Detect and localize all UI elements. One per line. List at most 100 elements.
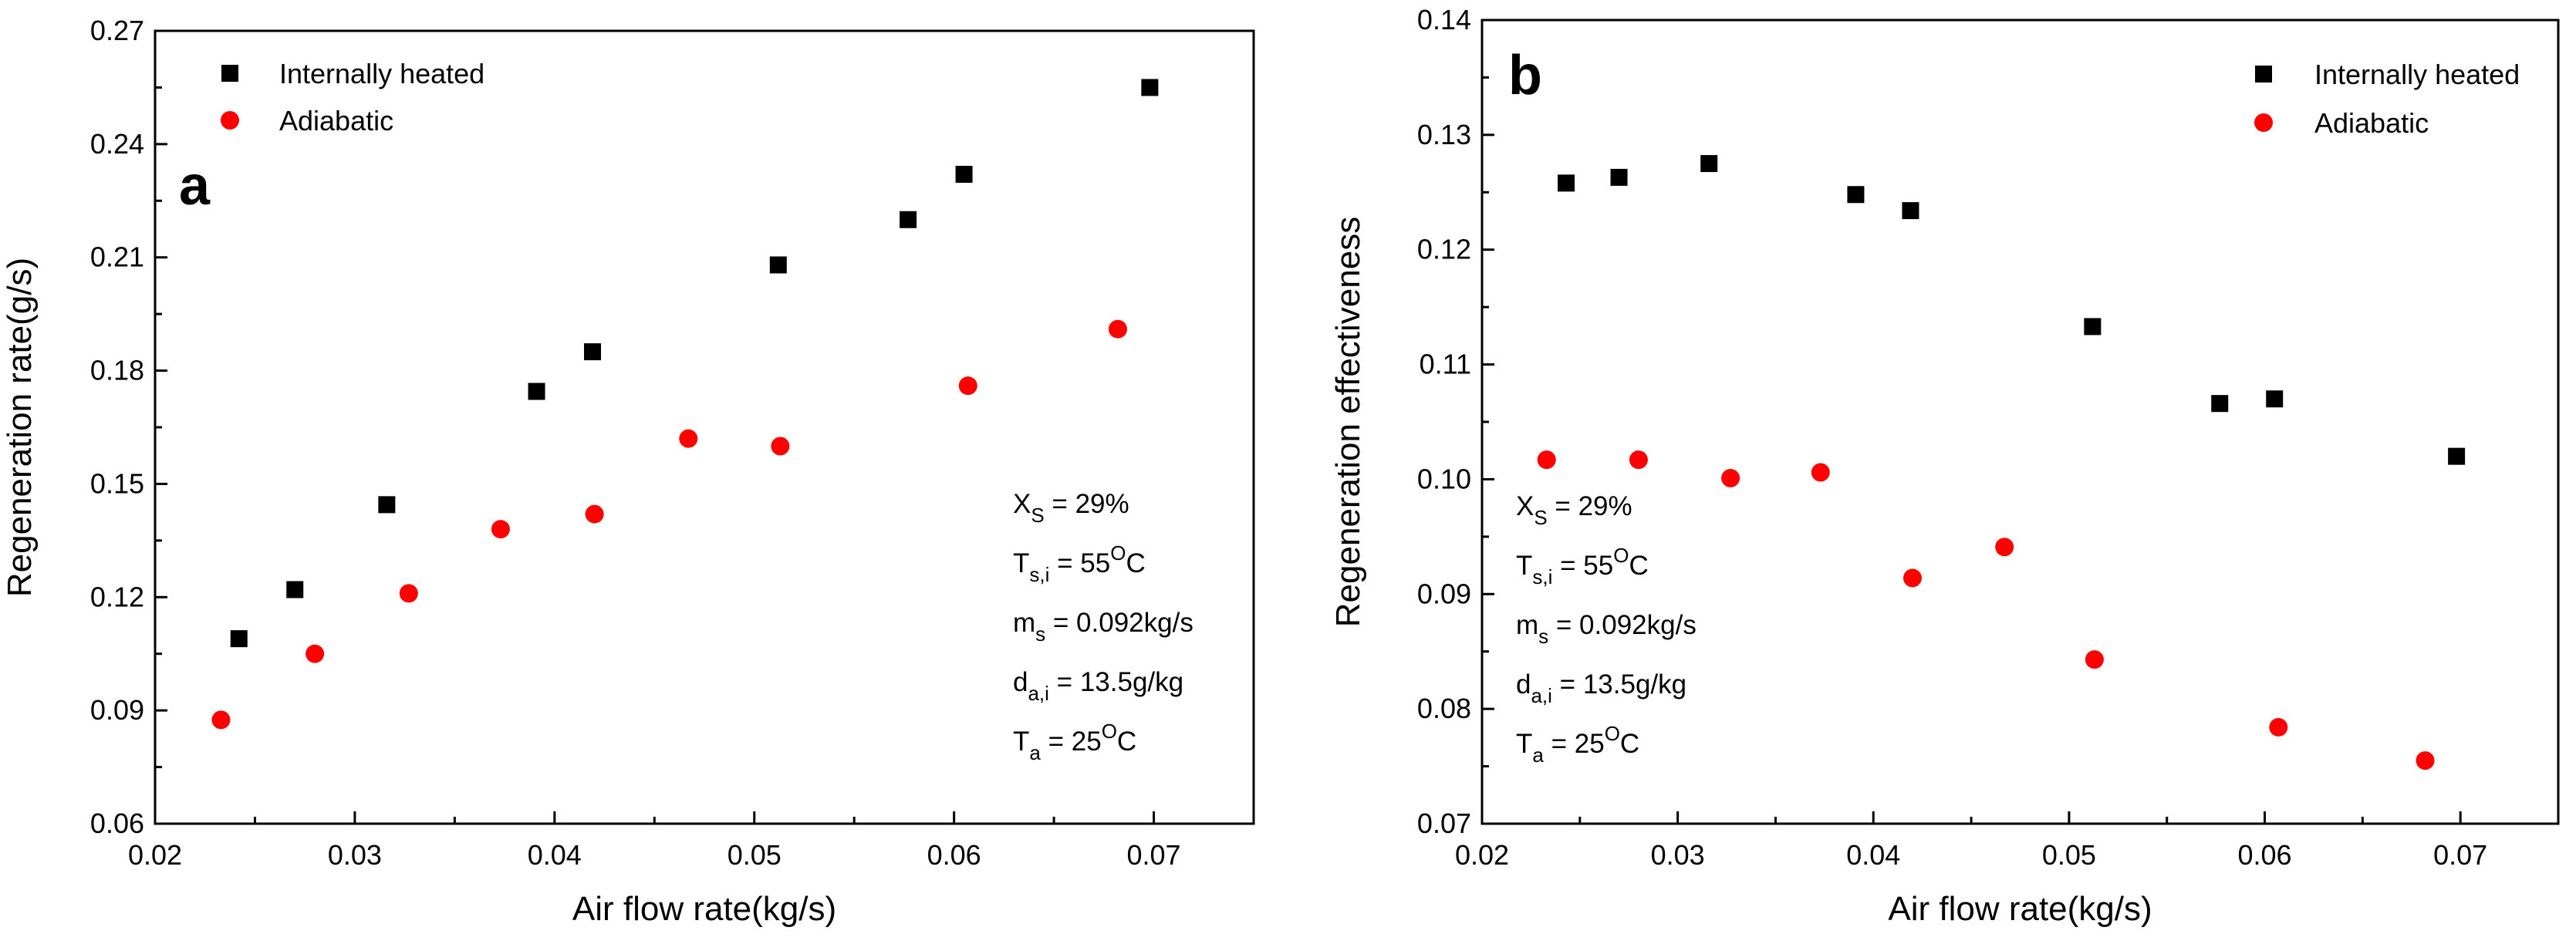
annotation-symbol: X	[1516, 491, 1534, 521]
legend: Internally heated Adiabatic	[2254, 59, 2520, 139]
data-point	[230, 630, 248, 648]
series-adiabatic	[211, 319, 1127, 730]
annotation-symbol: T	[1516, 551, 1532, 581]
annotation-line: XS = 29%	[1013, 489, 1129, 527]
annotation-value: = 25	[1041, 727, 1102, 757]
y-tick-label: 0.15	[90, 467, 144, 499]
x-tick-label: 0.03	[328, 839, 382, 871]
y-tick-label: 0.27	[90, 15, 144, 46]
annotation-value: = 13.5g/kg	[1049, 667, 1183, 697]
annotation-subscript: a,i	[1531, 684, 1551, 707]
x-tick-label: 0.03	[1651, 839, 1705, 871]
y-tick-label: 0.12	[1417, 234, 1471, 265]
y-tick-label: 0.08	[1417, 693, 1471, 724]
annotation-unit: C	[1117, 727, 1136, 757]
annotation-superscript: O	[1110, 541, 1126, 565]
data-point	[1700, 155, 1718, 173]
data-point	[1995, 538, 2014, 557]
data-point	[585, 504, 604, 524]
annotation-unit: C	[1620, 729, 1639, 759]
y-tick-label: 0.12	[90, 581, 144, 612]
annotation-subscript: S	[1534, 506, 1547, 529]
annotation-line: Ta = 25OC	[1013, 720, 1136, 764]
annotation-subscript: s	[1035, 622, 1045, 646]
x-tick-label: 0.06	[2238, 839, 2292, 871]
y-axis-title: Regeneration effectiveness	[1329, 217, 1367, 627]
data-point	[286, 581, 304, 598]
data-point	[958, 376, 977, 396]
annotation-line: XS = 29%	[1516, 491, 1632, 529]
annotation-symbol: d	[1013, 667, 1028, 697]
annotation-superscript: O	[1613, 544, 1629, 567]
data-point	[399, 584, 418, 603]
annotation-subscript: S	[1031, 504, 1044, 527]
annotation-symbol: T	[1516, 729, 1532, 759]
plot-frame	[1480, 19, 2560, 825]
data-point	[378, 496, 396, 514]
legend: Internally heated Adiabatic	[221, 58, 484, 137]
data-point	[2085, 650, 2104, 669]
panel-letter: b	[1508, 45, 1542, 106]
x-tick-label: 0.07	[1127, 839, 1181, 871]
data-point	[1141, 79, 1159, 96]
y-tick-label: 0.13	[1417, 119, 1471, 150]
y-tick-label: 0.09	[1417, 578, 1471, 609]
data-point	[2416, 751, 2435, 770]
annotation-line: ms = 0.092kg/s	[1516, 610, 1697, 648]
chart-panel-a: 0.02 0.03 0.04 0.05 0.06 0.07 0.06 0.09 0.12 0.15…	[1, 15, 1255, 928]
annotation-line: da,i = 13.5g/kg	[1516, 669, 1686, 707]
data-point	[584, 343, 602, 361]
legend-label: Adiabatic	[2314, 107, 2429, 139]
y-tick-label: 0.11	[1420, 349, 1471, 380]
annotation-superscript: O	[1605, 722, 1620, 745]
annotation-subscript: a	[1532, 743, 1544, 767]
annotation-value: = 13.5g/kg	[1552, 669, 1686, 700]
annotation-symbol: m	[1516, 610, 1538, 640]
annotation-symbol: T	[1013, 548, 1029, 578]
annotation-value: = 55	[1552, 551, 1613, 581]
x-tick-label: 0.06	[927, 839, 981, 871]
annotation-line: Ts,i = 55OC	[1013, 541, 1146, 586]
y-tick-label: 0.21	[90, 241, 144, 273]
series-adiabatic	[1537, 450, 2435, 770]
data-point	[769, 256, 787, 274]
y-axis-title: Regeneration rate(g/s)	[1, 258, 39, 597]
data-point	[528, 383, 545, 400]
annotation-symbol: T	[1013, 727, 1029, 757]
x-axis-title: Air flow rate(kg/s)	[572, 890, 836, 928]
series-internally-heated	[1558, 155, 2466, 465]
data-point	[1721, 468, 1740, 487]
plot-frame	[154, 29, 1255, 825]
legend-label: Internally heated	[279, 58, 484, 89]
y-tick-label: 0.07	[1417, 807, 1471, 839]
x-axis-title: Air flow rate(kg/s)	[1888, 890, 2152, 928]
data-point	[1902, 202, 1919, 220]
annotation-symbol: X	[1013, 489, 1031, 519]
data-point	[1558, 174, 1575, 192]
x-tick-label: 0.05	[728, 839, 782, 871]
data-point	[1108, 319, 1127, 339]
chart-panel-b: 0.02 0.03 0.04 0.05 0.06 0.07 0.07 0.08 0.09 0.10…	[1329, 4, 2560, 928]
annotation-line: ms = 0.092kg/s	[1013, 608, 1193, 646]
annotation-unit: C	[1629, 551, 1648, 581]
x-tick-label: 0.07	[2433, 839, 2487, 871]
annotation-symbol: d	[1516, 669, 1531, 700]
annotation-value: = 25	[1544, 729, 1605, 759]
data-point	[1847, 186, 1865, 204]
y-tick-label: 0.09	[90, 694, 144, 726]
annotation-line: da,i = 13.5g/kg	[1013, 667, 1183, 705]
x-tick-label: 0.04	[528, 839, 582, 871]
annotation-unit: C	[1126, 548, 1145, 578]
data-point	[2084, 318, 2102, 335]
x-tick-label: 0.04	[1846, 839, 1900, 871]
annotation-subscript: a	[1029, 741, 1041, 764]
data-point	[1537, 450, 1556, 470]
annotation-value: = 29%	[1548, 491, 1632, 521]
y-tick-label: 0.06	[90, 807, 144, 839]
y-tick-label: 0.18	[90, 355, 144, 386]
legend-label: Internally heated	[2314, 59, 2520, 90]
annotation-subscript: a,i	[1028, 682, 1048, 705]
data-point	[900, 211, 917, 228]
